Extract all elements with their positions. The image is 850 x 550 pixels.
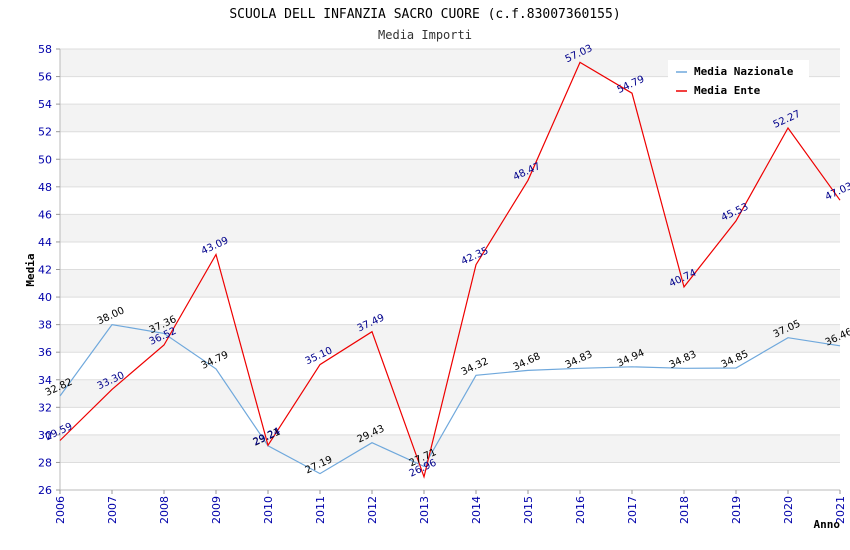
- x-tick-label: 2009: [210, 496, 223, 524]
- y-tick-label: 26: [38, 484, 52, 497]
- y-tick-label: 34: [38, 374, 52, 387]
- background-band: [60, 214, 840, 242]
- y-tick-label: 50: [38, 153, 52, 166]
- y-tick-label: 38: [38, 319, 52, 332]
- background-band: [60, 159, 840, 187]
- y-tick-label: 28: [38, 456, 52, 469]
- y-tick-label: 36: [38, 346, 52, 359]
- background-band: [60, 104, 840, 132]
- background-band: [60, 352, 840, 380]
- background-band: [60, 434, 840, 463]
- y-tick-label: 58: [38, 43, 52, 56]
- legend-label-media-nazionale: Media Nazionale: [694, 65, 794, 78]
- series-line-media-nazionale: [59, 323, 841, 475]
- y-tick-label: 52: [38, 126, 52, 139]
- x-axis-label: Anno: [814, 518, 841, 531]
- x-tick-label: 2014: [470, 496, 483, 524]
- background-band: [60, 269, 840, 298]
- y-tick-label: 48: [38, 181, 52, 194]
- background-band: [60, 462, 840, 490]
- x-tick-label: 2007: [106, 496, 119, 524]
- x-tick-label: 2019: [730, 496, 743, 524]
- x-tick-label: 2017: [626, 496, 639, 524]
- x-tick-label: 2018: [678, 496, 691, 524]
- y-tick-label: 56: [38, 71, 52, 84]
- x-tick-label: 2021: [834, 496, 847, 524]
- chart-title: SCUOLA DELL INFANZIA SACRO CUORE (c.f.83…: [229, 7, 620, 22]
- y-axis-label: Media: [24, 253, 37, 286]
- y-tick-label: 30: [38, 429, 52, 442]
- y-tick-label: 44: [38, 236, 52, 249]
- y-axis-ticks: 26 28 30 32 34 36 38 40 42 44 46 48 50 52 54 56 58: [38, 43, 60, 497]
- x-tick-label: 2011: [314, 496, 327, 524]
- y-tick-label: 42: [38, 264, 52, 277]
- x-tick-label: 2008: [158, 496, 171, 524]
- x-tick-label: 2015: [522, 496, 535, 524]
- legend-label-media-ente: Media Ente: [694, 84, 761, 97]
- x-tick-label: 2006: [54, 496, 67, 524]
- series-line-media-ente: [59, 61, 841, 479]
- background-band: [60, 297, 840, 325]
- legend: Media Nazionale Media Ente: [668, 60, 809, 102]
- background-band: [60, 241, 840, 270]
- x-tick-label: 2010: [262, 496, 275, 524]
- background-band: [60, 379, 840, 408]
- y-tick-label: 40: [38, 291, 52, 304]
- chart-series-lines: [59, 61, 841, 479]
- chart-subtitle: Media Importi: [378, 28, 472, 42]
- x-tick-label: 2013: [418, 496, 431, 524]
- y-tick-label: 46: [38, 208, 52, 221]
- legend-box: [668, 60, 809, 102]
- x-axis-ticks: 2006 2007 2008 2009 2010 2011 2012 2013 2014 2015…: [54, 490, 847, 524]
- background-band: [60, 324, 840, 353]
- background-band: [60, 186, 840, 215]
- chart-background-bands: [60, 49, 840, 490]
- y-tick-label: 54: [38, 98, 52, 111]
- chart-gridlines: [60, 48, 840, 491]
- background-band: [60, 131, 840, 160]
- y-tick-label: 32: [38, 401, 52, 414]
- x-tick-label: 2016: [574, 496, 587, 524]
- x-tick-label: 2020: [782, 496, 795, 524]
- x-tick-label: 2012: [366, 496, 379, 524]
